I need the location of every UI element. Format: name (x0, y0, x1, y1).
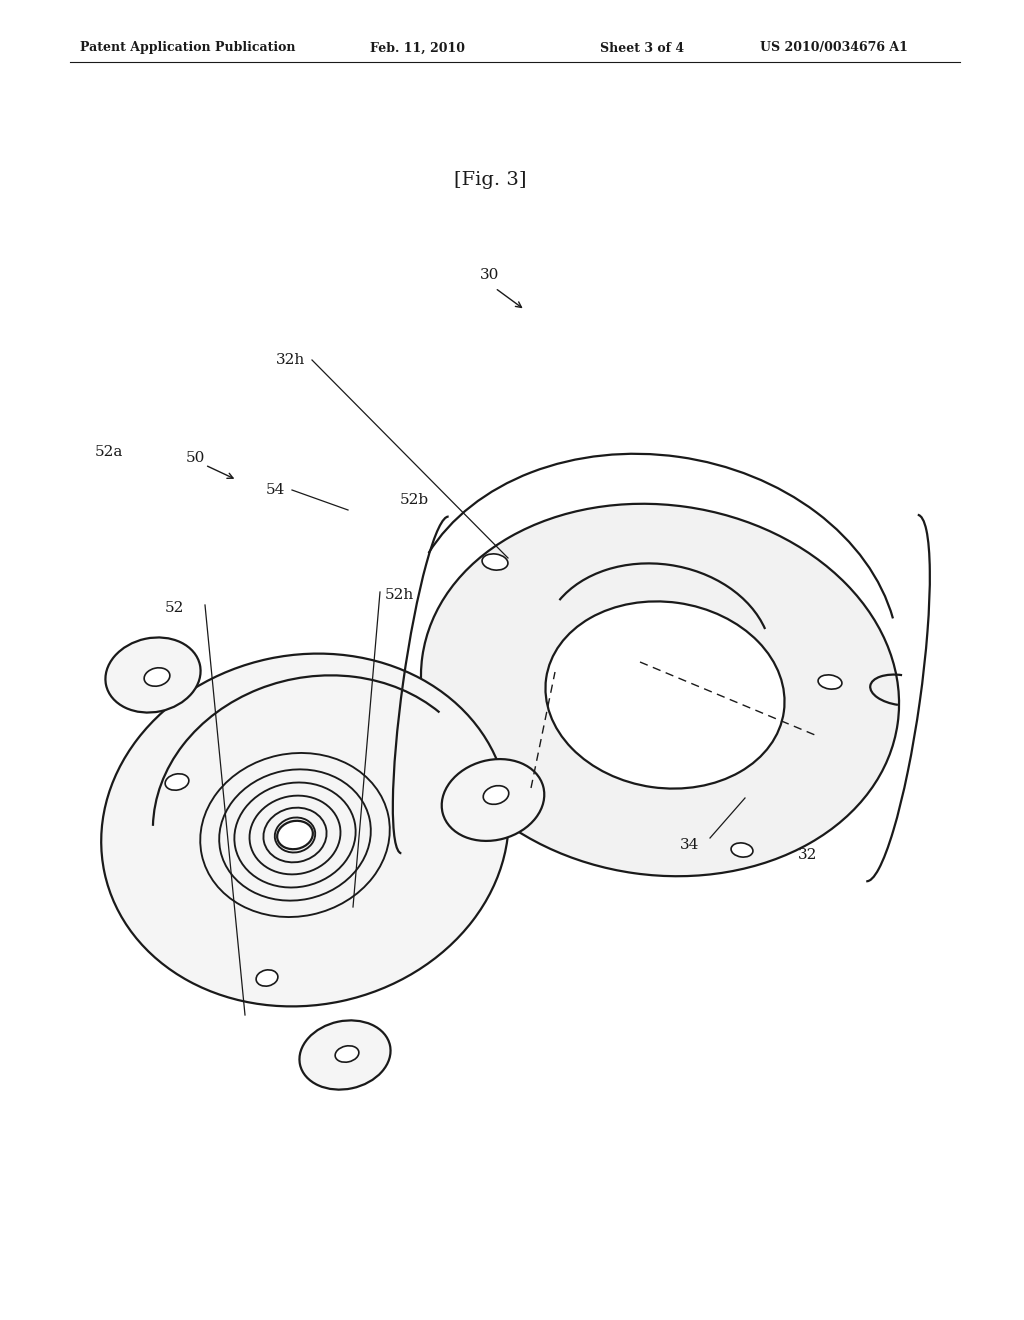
Text: 32h: 32h (275, 352, 305, 367)
Text: 52b: 52b (400, 492, 429, 507)
Text: 52a: 52a (95, 445, 123, 459)
Ellipse shape (105, 638, 201, 713)
Ellipse shape (421, 504, 899, 876)
Ellipse shape (144, 668, 170, 686)
Ellipse shape (482, 554, 508, 570)
Text: 34: 34 (680, 838, 699, 851)
Text: Sheet 3 of 4: Sheet 3 of 4 (600, 41, 684, 54)
Ellipse shape (299, 1020, 390, 1089)
Ellipse shape (256, 970, 278, 986)
Text: 52: 52 (165, 601, 184, 615)
Ellipse shape (335, 1045, 358, 1063)
Ellipse shape (546, 602, 784, 788)
Text: Patent Application Publication: Patent Application Publication (80, 41, 296, 54)
Ellipse shape (278, 821, 313, 849)
Text: Feb. 11, 2010: Feb. 11, 2010 (370, 41, 465, 54)
Text: 52h: 52h (385, 587, 415, 602)
Ellipse shape (818, 675, 842, 689)
Ellipse shape (731, 843, 753, 857)
Text: [Fig. 3]: [Fig. 3] (454, 172, 526, 189)
Text: 54: 54 (265, 483, 285, 498)
Text: 50: 50 (185, 451, 205, 465)
Text: US 2010/0034676 A1: US 2010/0034676 A1 (760, 41, 908, 54)
Text: 32: 32 (798, 847, 817, 862)
Ellipse shape (441, 759, 545, 841)
Ellipse shape (165, 774, 188, 791)
Ellipse shape (483, 785, 509, 804)
Ellipse shape (101, 653, 509, 1006)
Text: 30: 30 (480, 268, 500, 282)
